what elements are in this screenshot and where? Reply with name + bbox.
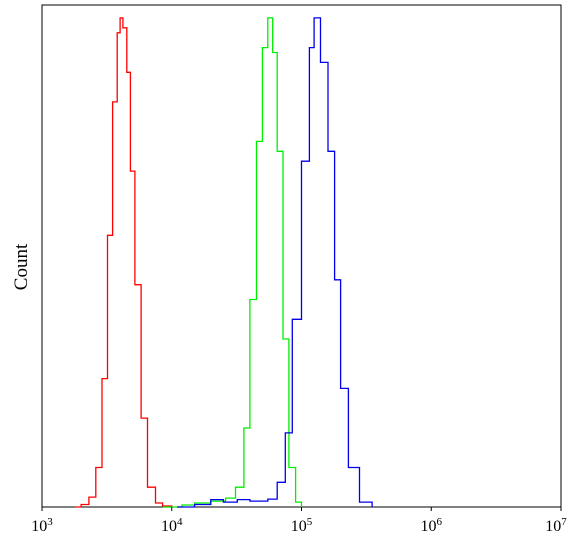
x-tick-label-4: 106 (421, 516, 443, 535)
x-tick-label-5: 107 (545, 516, 567, 535)
x-tick-layer: 103 104 105 106 107 (31, 507, 567, 535)
x-tick-label-1: 103 (31, 516, 53, 535)
x-tick-label-2: 104 (161, 516, 183, 535)
series-line-3 (177, 17, 373, 508)
x-tick-label-3: 105 (291, 516, 313, 535)
series-layer (75, 17, 373, 508)
y-axis-label: Count (11, 243, 32, 290)
series-line-2 (162, 17, 303, 508)
series-line-1 (75, 17, 173, 508)
